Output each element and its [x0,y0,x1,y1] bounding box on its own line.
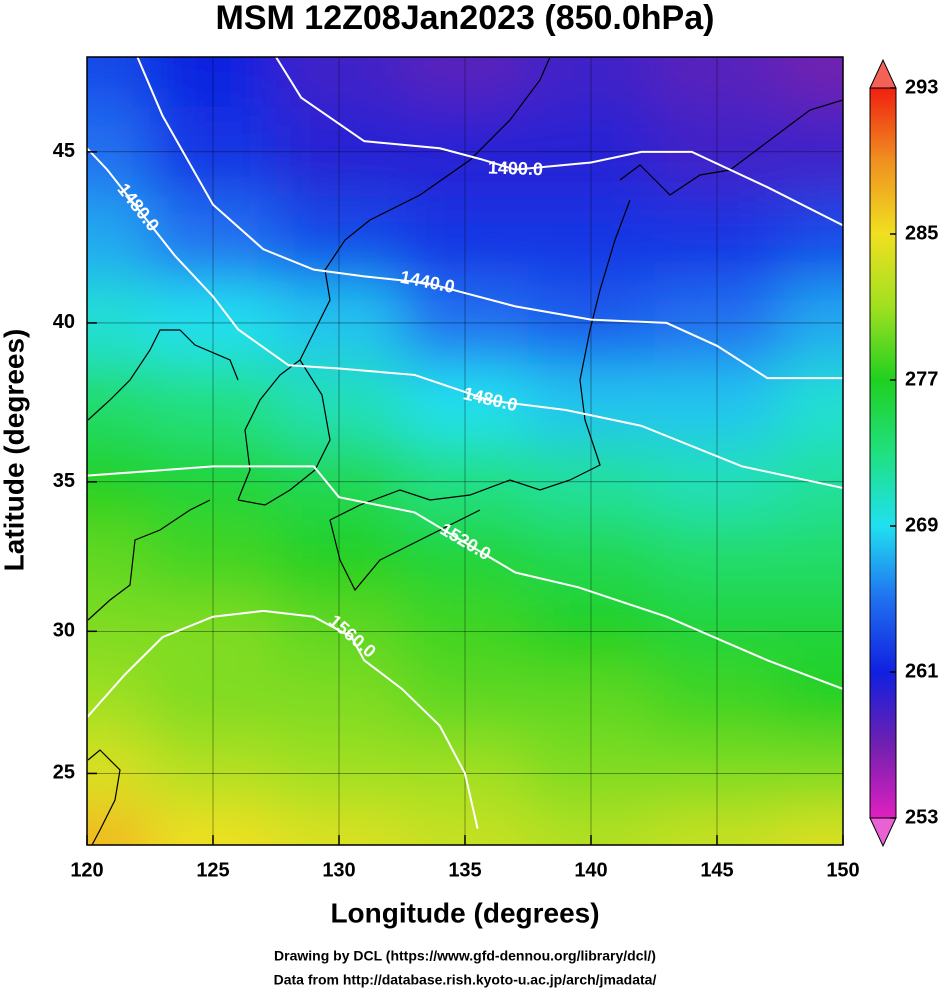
coastline [329,509,481,592]
colorbar-extend-bottom [869,817,897,848]
x-tick-label: 145 [700,859,733,881]
contour-line [212,295,843,489]
field-cell [87,281,151,364]
coastline [237,359,331,506]
grid [87,57,843,845]
field-cell [87,808,151,845]
coastlines [87,57,843,845]
y-tick-label: 25 [53,762,75,784]
field-cell [780,667,843,739]
field-cell [780,57,843,107]
field-cell [780,363,843,444]
field-cell [780,808,843,845]
coastline [87,749,121,845]
colorbar-tick-label: 285 [905,222,938,244]
coastline [87,499,211,621]
contour-line [275,57,843,227]
field-cell [780,520,843,595]
x-tick-label: 150 [826,859,859,881]
coastline [237,214,381,501]
colorbar-scale [869,87,897,819]
field-cell [780,106,843,196]
contour-line [87,147,214,298]
coastline [379,57,551,216]
coastline [87,329,239,421]
colorbar-tick-label: 261 [905,660,938,682]
field-cell [87,363,151,444]
x-tick-label: 140 [574,859,607,881]
contour-line [136,57,843,380]
field-cell [87,520,151,595]
field-cell [87,57,151,107]
footnote: Data from http://database.rish.kyoto-u.a… [274,972,657,988]
footnote: Drawing by DCL (https://www.gfd-dennou.o… [274,948,656,964]
y-tick-label: 45 [53,140,75,162]
colorbar-tick-label: 293 [905,76,938,98]
contour-line [87,465,843,690]
colorbar-tick-label: 253 [905,806,938,828]
contour-label: 1400.0 [488,157,544,179]
x-tick-label: 130 [322,859,355,881]
x-axis-label: Longitude (degrees) [330,897,599,928]
y-axis-label: Latitude (degrees) [0,329,29,572]
field-cell [87,106,151,196]
chart-title: MSM 12Z08Jan2023 (850.0hPa) [216,0,715,37]
x-tick-label: 120 [70,859,103,881]
colorbar: 253 261 269 277 285 293 [869,58,938,848]
y-tick-label: 30 [53,620,75,642]
x-tick-label: 135 [448,859,481,881]
y-tick-label: 40 [53,311,75,333]
coastline [619,99,843,196]
x-tick-label: 125 [196,859,229,881]
coastline [329,199,631,521]
colorbar-tick-label: 277 [905,368,938,390]
field-cell [780,281,843,364]
colorbar-tick-label: 269 [905,514,938,536]
field-cell [87,667,151,739]
y-tick-label: 35 [53,470,75,492]
contour-line [87,609,479,829]
colorbar-extend-top [869,58,897,89]
